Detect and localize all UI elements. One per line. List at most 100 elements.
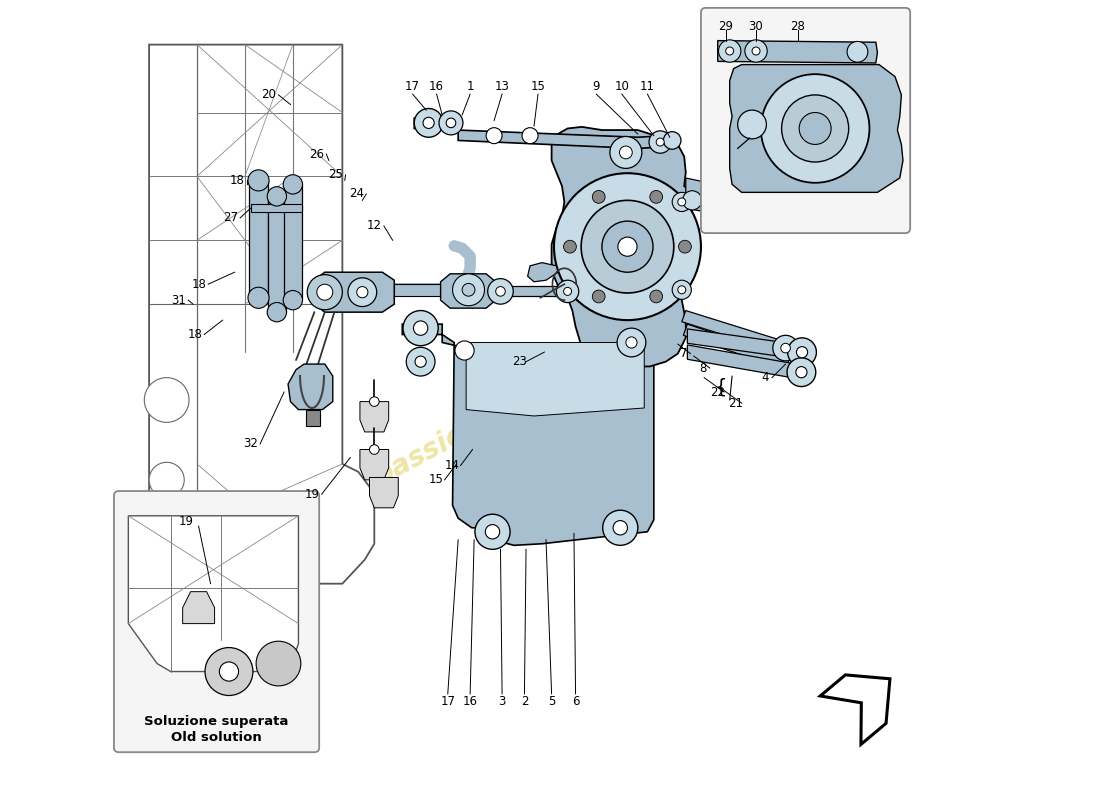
Polygon shape	[551, 127, 692, 366]
Circle shape	[455, 341, 474, 360]
Text: 18: 18	[191, 278, 206, 290]
Polygon shape	[821, 675, 890, 745]
Polygon shape	[249, 180, 268, 298]
Polygon shape	[360, 450, 388, 480]
Polygon shape	[528, 262, 558, 282]
Text: 8: 8	[700, 362, 707, 374]
Circle shape	[847, 42, 868, 62]
Text: 14: 14	[446, 459, 460, 472]
Circle shape	[414, 321, 428, 335]
Circle shape	[626, 337, 637, 348]
Circle shape	[554, 173, 701, 320]
Circle shape	[613, 521, 627, 535]
Text: 22: 22	[711, 386, 725, 398]
Circle shape	[800, 113, 832, 145]
Circle shape	[678, 198, 685, 206]
Circle shape	[602, 221, 653, 272]
Circle shape	[452, 274, 484, 306]
Text: 1: 1	[466, 80, 474, 93]
Circle shape	[788, 338, 816, 366]
Text: 25: 25	[329, 168, 343, 182]
FancyBboxPatch shape	[114, 491, 319, 752]
Circle shape	[619, 146, 632, 159]
Text: 32: 32	[243, 438, 258, 450]
Text: 19: 19	[179, 515, 194, 528]
Circle shape	[475, 514, 510, 550]
Circle shape	[592, 290, 605, 303]
Circle shape	[256, 641, 300, 686]
Text: 13: 13	[495, 80, 509, 93]
Polygon shape	[268, 196, 286, 312]
Circle shape	[603, 510, 638, 546]
Circle shape	[447, 118, 455, 128]
Text: 16: 16	[463, 695, 477, 708]
Polygon shape	[688, 345, 802, 379]
Text: Old solution: Old solution	[170, 730, 262, 743]
Circle shape	[522, 128, 538, 144]
Polygon shape	[183, 592, 215, 624]
Circle shape	[726, 47, 734, 55]
Circle shape	[563, 287, 572, 295]
Text: 30: 30	[749, 20, 763, 33]
Circle shape	[776, 214, 785, 223]
Text: 29: 29	[718, 20, 734, 33]
Text: 16: 16	[429, 80, 444, 93]
Text: 23: 23	[513, 355, 527, 368]
Text: 15: 15	[530, 80, 546, 93]
Circle shape	[283, 174, 302, 194]
Circle shape	[672, 192, 692, 211]
Circle shape	[781, 343, 791, 353]
Circle shape	[370, 445, 379, 454]
Circle shape	[657, 138, 664, 146]
Circle shape	[718, 40, 741, 62]
Circle shape	[267, 186, 286, 206]
Text: 18: 18	[187, 328, 202, 341]
Polygon shape	[682, 310, 788, 354]
Circle shape	[150, 462, 184, 498]
Circle shape	[786, 358, 816, 386]
Text: 20: 20	[262, 89, 276, 102]
Circle shape	[370, 397, 379, 406]
Text: 18: 18	[230, 174, 244, 187]
Polygon shape	[150, 45, 374, 584]
Circle shape	[317, 284, 333, 300]
Text: 11: 11	[640, 80, 654, 93]
Polygon shape	[315, 272, 394, 312]
Circle shape	[592, 190, 605, 203]
Circle shape	[771, 194, 796, 219]
Circle shape	[283, 290, 302, 310]
Circle shape	[672, 280, 692, 299]
FancyBboxPatch shape	[701, 8, 910, 233]
Circle shape	[663, 132, 681, 150]
Polygon shape	[394, 284, 454, 296]
Circle shape	[683, 190, 702, 210]
Text: {: {	[715, 378, 727, 397]
Circle shape	[486, 128, 502, 144]
Circle shape	[415, 356, 426, 367]
Text: 10: 10	[615, 80, 629, 93]
Circle shape	[795, 366, 807, 378]
Circle shape	[248, 170, 270, 191]
Text: 21: 21	[728, 397, 743, 410]
Text: 17: 17	[440, 695, 455, 708]
Text: 4: 4	[762, 371, 769, 384]
Polygon shape	[717, 41, 878, 63]
Circle shape	[485, 525, 499, 539]
Circle shape	[563, 240, 576, 253]
Circle shape	[248, 287, 270, 308]
Polygon shape	[415, 118, 678, 149]
Text: 7: 7	[681, 347, 688, 360]
Text: 12: 12	[366, 219, 382, 233]
Circle shape	[415, 109, 443, 138]
Text: 28: 28	[790, 20, 805, 33]
Circle shape	[424, 118, 434, 129]
Text: 31: 31	[172, 294, 186, 306]
Circle shape	[439, 111, 463, 135]
Circle shape	[219, 662, 239, 681]
Text: 2: 2	[520, 695, 528, 708]
Circle shape	[356, 286, 367, 298]
Polygon shape	[284, 184, 301, 300]
Text: 19: 19	[305, 488, 319, 501]
Text: Soluzione superata: Soluzione superata	[144, 715, 288, 728]
Circle shape	[267, 302, 286, 322]
